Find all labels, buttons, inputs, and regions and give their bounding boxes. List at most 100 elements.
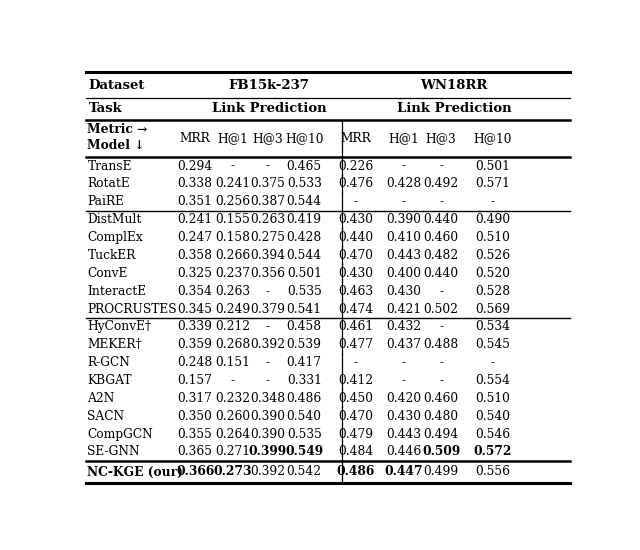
Text: 0.348: 0.348 — [250, 392, 285, 405]
Text: 0.365: 0.365 — [177, 446, 212, 458]
Text: 0.241: 0.241 — [177, 213, 212, 226]
Text: Link Prediction: Link Prediction — [397, 102, 511, 116]
Text: 0.460: 0.460 — [424, 231, 459, 244]
Text: 0.539: 0.539 — [287, 338, 322, 351]
Text: Metric →: Metric → — [88, 123, 148, 136]
Text: KBGAT: KBGAT — [88, 374, 132, 387]
Text: 0.226: 0.226 — [338, 160, 373, 173]
Text: 0.470: 0.470 — [339, 410, 373, 422]
Text: 0.151: 0.151 — [215, 356, 250, 369]
Text: MRR: MRR — [340, 132, 371, 145]
Text: 0.572: 0.572 — [474, 446, 512, 458]
Text: 0.263: 0.263 — [250, 213, 285, 226]
Text: 0.392: 0.392 — [250, 338, 285, 351]
Text: 0.546: 0.546 — [475, 427, 510, 441]
Text: 0.325: 0.325 — [177, 267, 212, 280]
Text: -: - — [439, 160, 443, 173]
Text: -: - — [266, 160, 269, 173]
Text: 0.268: 0.268 — [215, 338, 250, 351]
Text: 0.440: 0.440 — [338, 231, 373, 244]
Text: 0.260: 0.260 — [215, 410, 250, 422]
Text: 0.247: 0.247 — [177, 231, 212, 244]
Text: 0.232: 0.232 — [215, 392, 250, 405]
Text: -: - — [354, 356, 358, 369]
Text: -: - — [354, 195, 358, 208]
Text: 0.428: 0.428 — [387, 178, 422, 190]
Text: 0.446: 0.446 — [387, 446, 422, 458]
Text: 0.545: 0.545 — [475, 338, 510, 351]
Text: 0.331: 0.331 — [287, 374, 322, 387]
Text: 0.443: 0.443 — [387, 249, 422, 262]
Text: 0.484: 0.484 — [338, 446, 373, 458]
Text: Dataset: Dataset — [88, 79, 145, 91]
Text: 0.510: 0.510 — [476, 392, 510, 405]
Text: -: - — [266, 356, 269, 369]
Text: 0.275: 0.275 — [250, 231, 285, 244]
Text: 0.443: 0.443 — [387, 427, 422, 441]
Text: FB15k-237: FB15k-237 — [228, 79, 310, 91]
Text: 0.157: 0.157 — [178, 374, 212, 387]
Text: -: - — [230, 160, 235, 173]
Text: SE-GNN: SE-GNN — [88, 446, 140, 458]
Text: 0.390: 0.390 — [387, 213, 421, 226]
Text: -: - — [402, 374, 406, 387]
Text: 0.461: 0.461 — [338, 320, 373, 333]
Text: 0.460: 0.460 — [424, 392, 459, 405]
Text: DistMult: DistMult — [88, 213, 142, 226]
Text: 0.490: 0.490 — [475, 213, 510, 226]
Text: 0.510: 0.510 — [476, 231, 510, 244]
Text: -: - — [230, 374, 235, 387]
Text: 0.544: 0.544 — [287, 249, 322, 262]
Text: A2N: A2N — [88, 392, 115, 405]
Text: 0.492: 0.492 — [424, 178, 459, 190]
Text: -: - — [491, 356, 495, 369]
Text: 0.540: 0.540 — [475, 410, 510, 422]
Text: 0.212: 0.212 — [215, 320, 250, 333]
Text: 0.419: 0.419 — [287, 213, 322, 226]
Text: 0.387: 0.387 — [250, 195, 285, 208]
Text: 0.399: 0.399 — [248, 446, 287, 458]
Text: 0.479: 0.479 — [338, 427, 373, 441]
Text: PROCRUSTES: PROCRUSTES — [88, 302, 177, 316]
Text: 0.158: 0.158 — [215, 231, 250, 244]
Text: 0.410: 0.410 — [387, 231, 421, 244]
Text: 0.528: 0.528 — [475, 285, 510, 298]
Text: 0.482: 0.482 — [424, 249, 459, 262]
Text: 0.554: 0.554 — [475, 374, 510, 387]
Text: 0.499: 0.499 — [424, 465, 459, 478]
Text: 0.345: 0.345 — [177, 302, 212, 316]
Text: 0.420: 0.420 — [387, 392, 422, 405]
Text: 0.354: 0.354 — [177, 285, 212, 298]
Text: 0.534: 0.534 — [475, 320, 510, 333]
Text: 0.541: 0.541 — [287, 302, 322, 316]
Text: -: - — [439, 320, 443, 333]
Text: 0.249: 0.249 — [215, 302, 250, 316]
Text: 0.294: 0.294 — [177, 160, 212, 173]
Text: MRR: MRR — [180, 132, 211, 145]
Text: 0.355: 0.355 — [178, 427, 212, 441]
Text: -: - — [266, 285, 269, 298]
Text: 0.339: 0.339 — [177, 320, 212, 333]
Text: 0.392: 0.392 — [250, 465, 285, 478]
Text: -: - — [439, 195, 443, 208]
Text: -: - — [266, 320, 269, 333]
Text: 0.556: 0.556 — [475, 465, 510, 478]
Text: 0.476: 0.476 — [338, 178, 373, 190]
Text: 0.571: 0.571 — [476, 178, 510, 190]
Text: 0.501: 0.501 — [287, 267, 322, 280]
Text: Task: Task — [88, 102, 122, 116]
Text: ConvE: ConvE — [88, 267, 128, 280]
Text: 0.569: 0.569 — [475, 302, 510, 316]
Text: 0.390: 0.390 — [250, 410, 285, 422]
Text: 0.350: 0.350 — [178, 410, 212, 422]
Text: 0.430: 0.430 — [339, 213, 373, 226]
Text: 0.430: 0.430 — [339, 267, 373, 280]
Text: 0.540: 0.540 — [287, 410, 322, 422]
Text: R-GCN: R-GCN — [88, 356, 131, 369]
Text: -: - — [439, 285, 443, 298]
Text: HyConvE†: HyConvE† — [88, 320, 152, 333]
Text: 0.501: 0.501 — [476, 160, 510, 173]
Text: -: - — [266, 374, 269, 387]
Text: PaiRE: PaiRE — [88, 195, 124, 208]
Text: -: - — [402, 160, 406, 173]
